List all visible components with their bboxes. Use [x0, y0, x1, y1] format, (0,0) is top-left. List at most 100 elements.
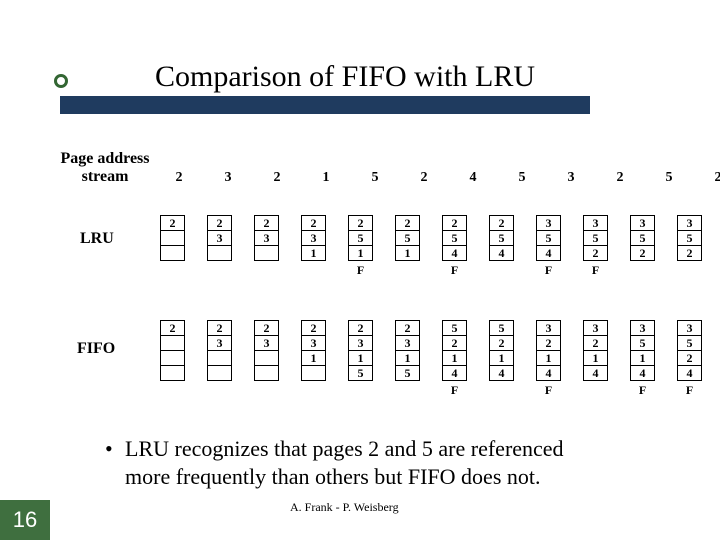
stream-value: 2 [415, 170, 433, 186]
frame-column: 3524F [677, 320, 702, 397]
frame-column: 2 [160, 320, 185, 397]
frame-cell [160, 230, 185, 246]
fault-marker: F [545, 383, 552, 397]
fault-marker: F [451, 383, 458, 397]
frame-cell: 2 [395, 320, 420, 336]
frame-cell: 1 [536, 350, 561, 366]
frame-cell: 2 [442, 215, 467, 231]
frame-cell [160, 245, 185, 261]
frame-cell: 1 [583, 350, 608, 366]
title-bullet-dot [54, 74, 68, 88]
frame-cell: 5 [348, 230, 373, 246]
frame-cell: 4 [583, 365, 608, 381]
frame-column: 5214 F [442, 320, 467, 397]
frame-stack: 5214 [489, 320, 514, 381]
fault-marker: F [686, 383, 693, 397]
fifo-label: FIFO [77, 340, 115, 358]
frame-stack: 251 [348, 215, 373, 261]
frame-cell: 2 [489, 215, 514, 231]
frame-stack: 231 [301, 215, 326, 261]
frame-column: 3514F [630, 320, 655, 397]
frame-cell: 3 [677, 215, 702, 231]
frame-cell: 2 [489, 335, 514, 351]
frame-cell: 3 [583, 215, 608, 231]
frame-cell: 2 [395, 215, 420, 231]
stream-value: 4 [464, 170, 482, 186]
frame-cell: 3 [207, 335, 232, 351]
frame-cell: 3 [536, 320, 561, 336]
stream-value: 5 [660, 170, 678, 186]
frame-stack: 23 [254, 215, 279, 261]
frame-stack: 3214 [536, 320, 561, 381]
frame-cell: 1 [348, 245, 373, 261]
bullet-marker: • [105, 435, 125, 463]
frame-column: 2315 [348, 320, 373, 397]
frame-cell: 3 [207, 230, 232, 246]
frame-cell: 2 [160, 320, 185, 336]
frame-cell: 3 [348, 335, 373, 351]
stream-value: 2 [709, 170, 720, 186]
frame-cell: 2 [348, 215, 373, 231]
frame-column: 352 [677, 215, 702, 277]
frame-column: 23 [207, 215, 232, 277]
frame-stack: 23 [207, 320, 232, 381]
lru-frames-row: 22323231251F251254F254354F352F352352 [160, 215, 702, 277]
frame-cell: 2 [254, 320, 279, 336]
frame-stack: 2315 [348, 320, 373, 381]
frame-cell: 1 [489, 350, 514, 366]
frame-cell: 2 [348, 320, 373, 336]
stream-value: 3 [219, 170, 237, 186]
frame-cell: 1 [301, 350, 326, 366]
frame-stack: 2 [160, 215, 185, 261]
frame-cell: 3 [395, 335, 420, 351]
fault-marker: F [639, 383, 646, 397]
frame-cell: 2 [677, 350, 702, 366]
frame-column: 251 F [348, 215, 373, 277]
frame-stack: 352 [677, 215, 702, 261]
frame-stack: 5214 [442, 320, 467, 381]
frame-cell: 4 [536, 365, 561, 381]
frame-cell: 2 [254, 215, 279, 231]
slide-number: 16 [0, 500, 50, 540]
fault-marker: F [592, 263, 599, 277]
page-stream-label-line2: stream [82, 168, 129, 185]
stream-value: 5 [366, 170, 384, 186]
frame-cell: 2 [207, 320, 232, 336]
frame-cell [254, 245, 279, 261]
frame-cell: 1 [348, 350, 373, 366]
frame-column: 3214 [583, 320, 608, 397]
frame-cell [160, 335, 185, 351]
frame-cell: 5 [536, 230, 561, 246]
frame-cell: 3 [536, 215, 561, 231]
frame-column: 352 F [583, 215, 608, 277]
frame-cell: 1 [301, 245, 326, 261]
fault-marker: F [357, 263, 364, 277]
frame-stack: 254 [442, 215, 467, 261]
frame-cell: 2 [583, 335, 608, 351]
frame-cell: 1 [442, 350, 467, 366]
frame-cell: 1 [395, 350, 420, 366]
frame-cell: 3 [630, 320, 655, 336]
body-bullet: •LRU recognizes that pages 2 and 5 are r… [105, 435, 564, 491]
frame-column: 254 [489, 215, 514, 277]
lru-label: LRU [80, 230, 114, 248]
frame-column: 231 [301, 320, 326, 397]
frame-cell: 2 [536, 335, 561, 351]
frame-cell [207, 365, 232, 381]
frame-cell: 3 [583, 320, 608, 336]
stream-value: 5 [513, 170, 531, 186]
frame-cell: 3 [254, 335, 279, 351]
page-stream-label-line1: Page address [60, 150, 149, 167]
title-underline [60, 96, 590, 114]
slide-title: Comparison of FIFO with LRU [155, 60, 535, 94]
frame-cell: 2 [301, 320, 326, 336]
frame-cell: 5 [442, 230, 467, 246]
frame-cell: 3 [301, 230, 326, 246]
frame-cell: 4 [677, 365, 702, 381]
stream-value: 2 [611, 170, 629, 186]
frame-cell: 2 [677, 245, 702, 261]
frame-column: 354F [536, 215, 561, 277]
frame-stack: 352 [583, 215, 608, 261]
frame-stack: 354 [536, 215, 561, 261]
frame-cell: 5 [677, 230, 702, 246]
